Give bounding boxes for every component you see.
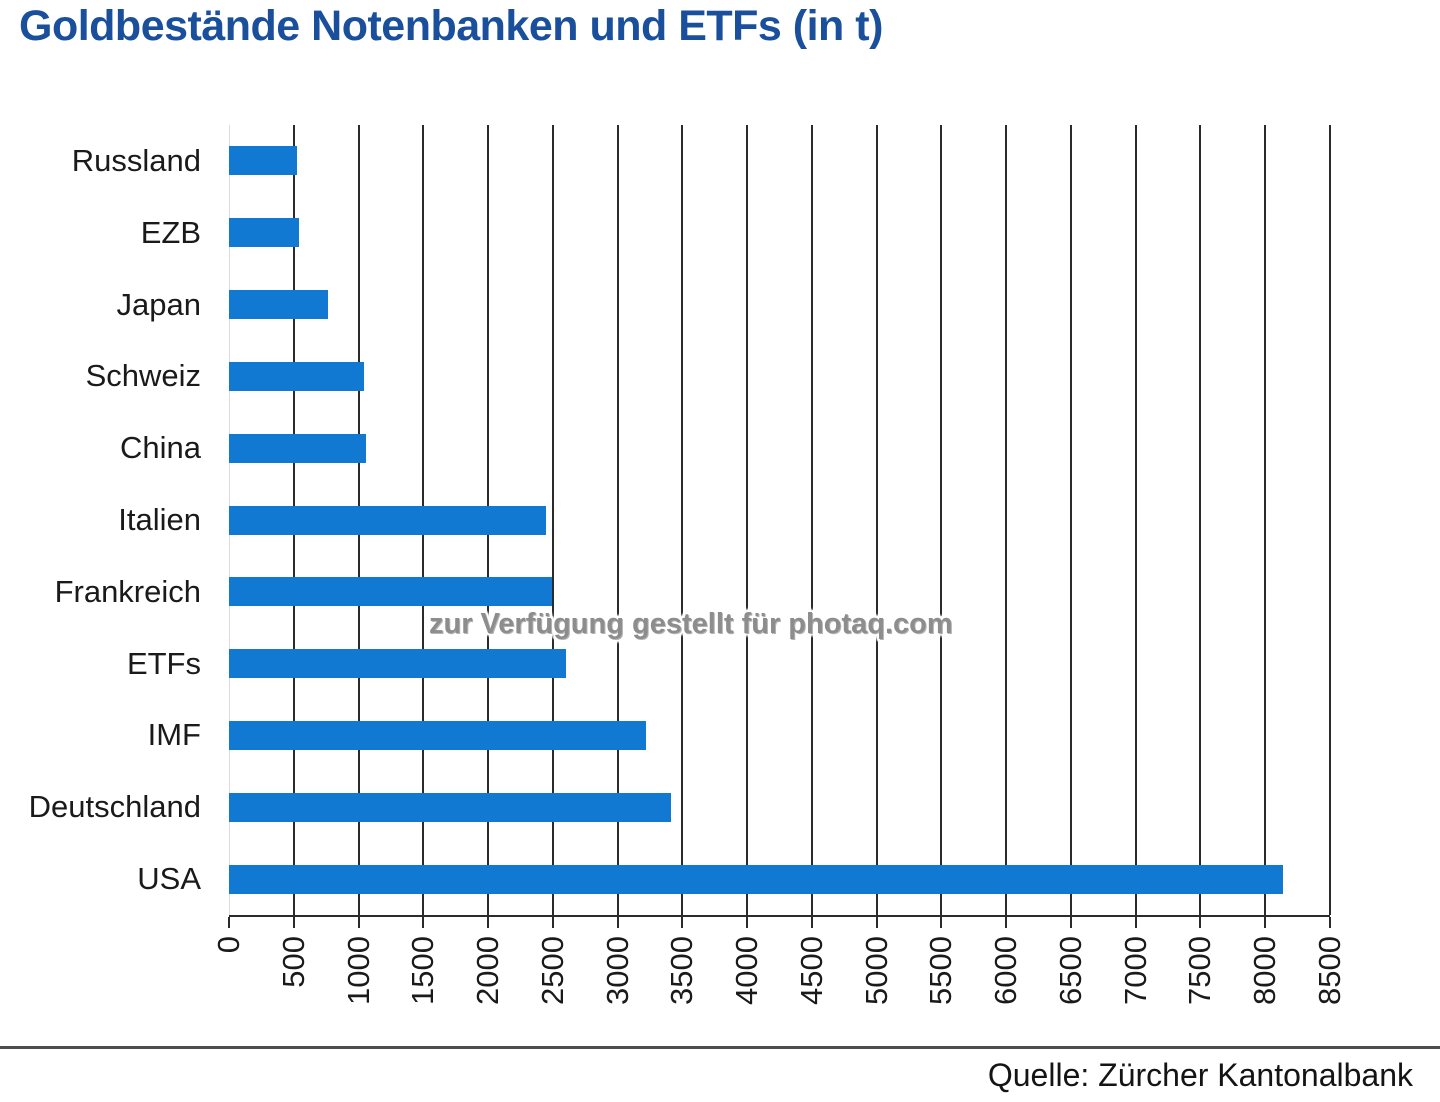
watermark: zur Verfügung gestellt für photaq.com bbox=[429, 608, 953, 640]
gridline-7000 bbox=[1134, 125, 1137, 915]
x-tick-label-3000: 3000 bbox=[599, 936, 635, 1005]
x-tick-label-3500: 3500 bbox=[664, 936, 700, 1005]
x-axis-labels: 0 500 1000 1500 2000 2500 3000 3500 4000 4500 5000… bbox=[211, 936, 1347, 1046]
category-label-schweiz: Schweiz bbox=[85, 358, 201, 394]
category-label-frankreich: Frankreich bbox=[54, 573, 201, 609]
axis-tick-500 bbox=[292, 917, 295, 928]
axis-tick-3500 bbox=[681, 917, 684, 928]
bar-ezb bbox=[229, 218, 299, 248]
gridline-4000 bbox=[746, 125, 749, 915]
category-label-italien: Italien bbox=[118, 501, 201, 537]
axis-tick-2000 bbox=[487, 917, 490, 928]
bar-frankreich bbox=[229, 577, 552, 607]
axis-tick-8000 bbox=[1264, 917, 1267, 928]
category-label-japan: Japan bbox=[116, 286, 201, 322]
category-label-etfs: ETFs bbox=[126, 645, 201, 681]
x-tick-label-8500: 8500 bbox=[1312, 936, 1347, 1005]
bar-japan bbox=[229, 290, 329, 320]
x-tick-label-7000: 7000 bbox=[1117, 936, 1153, 1005]
gridline-4500 bbox=[810, 125, 813, 915]
bar-deutschland bbox=[229, 792, 671, 822]
x-tick-label-2500: 2500 bbox=[534, 936, 570, 1005]
x-tick-label-1000: 1000 bbox=[340, 936, 376, 1005]
axis-tick-7500 bbox=[1199, 917, 1202, 928]
gridline-6500 bbox=[1069, 125, 1072, 915]
x-tick-label-2000: 2000 bbox=[470, 936, 506, 1005]
x-tick-label-5500: 5500 bbox=[923, 936, 959, 1005]
axis-tick-5000 bbox=[875, 917, 878, 928]
category-label-russland: Russland bbox=[71, 142, 201, 178]
gridline-8500 bbox=[1329, 125, 1331, 915]
gridline-5500 bbox=[940, 125, 943, 915]
category-label-deutschland: Deutschland bbox=[28, 789, 201, 825]
x-tick-label-6500: 6500 bbox=[1052, 936, 1088, 1005]
axis-tick-6000 bbox=[1005, 917, 1008, 928]
gridline-8000 bbox=[1264, 125, 1267, 915]
bar-etfs bbox=[229, 649, 566, 679]
category-label-imf: IMF bbox=[147, 717, 201, 753]
x-tick-label-1500: 1500 bbox=[405, 936, 441, 1005]
axis-tick-8500 bbox=[1329, 917, 1331, 928]
axis-tick-3000 bbox=[616, 917, 619, 928]
axis-tick-2500 bbox=[551, 917, 554, 928]
plot-area bbox=[229, 125, 1331, 917]
source-caption: Quelle: Zürcher Kantonalbank bbox=[987, 1057, 1413, 1093]
category-label-china: China bbox=[120, 430, 201, 466]
chart-title: Goldbestände Notenbanken und ETFs (in t) bbox=[19, 2, 883, 50]
axis-tick-1500 bbox=[422, 917, 425, 928]
gridline-7500 bbox=[1199, 125, 1202, 915]
gridline-2500 bbox=[551, 125, 554, 915]
axis-tick-0 bbox=[228, 917, 230, 928]
category-axis: Russland EZB Japan Schweiz China Italien Frank… bbox=[0, 125, 201, 915]
x-tick-label-0: 0 bbox=[211, 936, 246, 954]
x-tick-label-6000: 6000 bbox=[988, 936, 1024, 1005]
x-tick-label-7500: 7500 bbox=[1182, 936, 1218, 1005]
x-tick-label-4500: 4500 bbox=[793, 936, 829, 1005]
axis-tick-1000 bbox=[357, 917, 360, 928]
gridline-3000 bbox=[616, 125, 619, 915]
footer-divider bbox=[0, 1046, 1440, 1049]
gridline-3500 bbox=[681, 125, 684, 915]
x-tick-label-500: 500 bbox=[275, 936, 311, 988]
bar-schweiz bbox=[229, 361, 364, 391]
axis-tick-4000 bbox=[746, 917, 749, 928]
bar-imf bbox=[229, 720, 647, 750]
category-label-usa: USA bbox=[137, 861, 201, 897]
axis-tick-4500 bbox=[810, 917, 813, 928]
x-axis bbox=[228, 917, 1331, 929]
axis-tick-5500 bbox=[940, 917, 943, 928]
axis-tick-7000 bbox=[1134, 917, 1137, 928]
x-tick-label-4000: 4000 bbox=[729, 936, 765, 1005]
bar-usa bbox=[229, 864, 1283, 894]
gridline-6000 bbox=[1005, 125, 1008, 915]
x-tick-label-5000: 5000 bbox=[858, 936, 894, 1005]
category-label-ezb: EZB bbox=[140, 214, 201, 250]
bar-china bbox=[229, 433, 366, 463]
gridline-5000 bbox=[875, 125, 878, 915]
bar-italien bbox=[229, 505, 547, 535]
bar-russland bbox=[229, 146, 297, 176]
x-tick-label-8000: 8000 bbox=[1247, 936, 1283, 1005]
axis-tick-6500 bbox=[1069, 917, 1072, 928]
